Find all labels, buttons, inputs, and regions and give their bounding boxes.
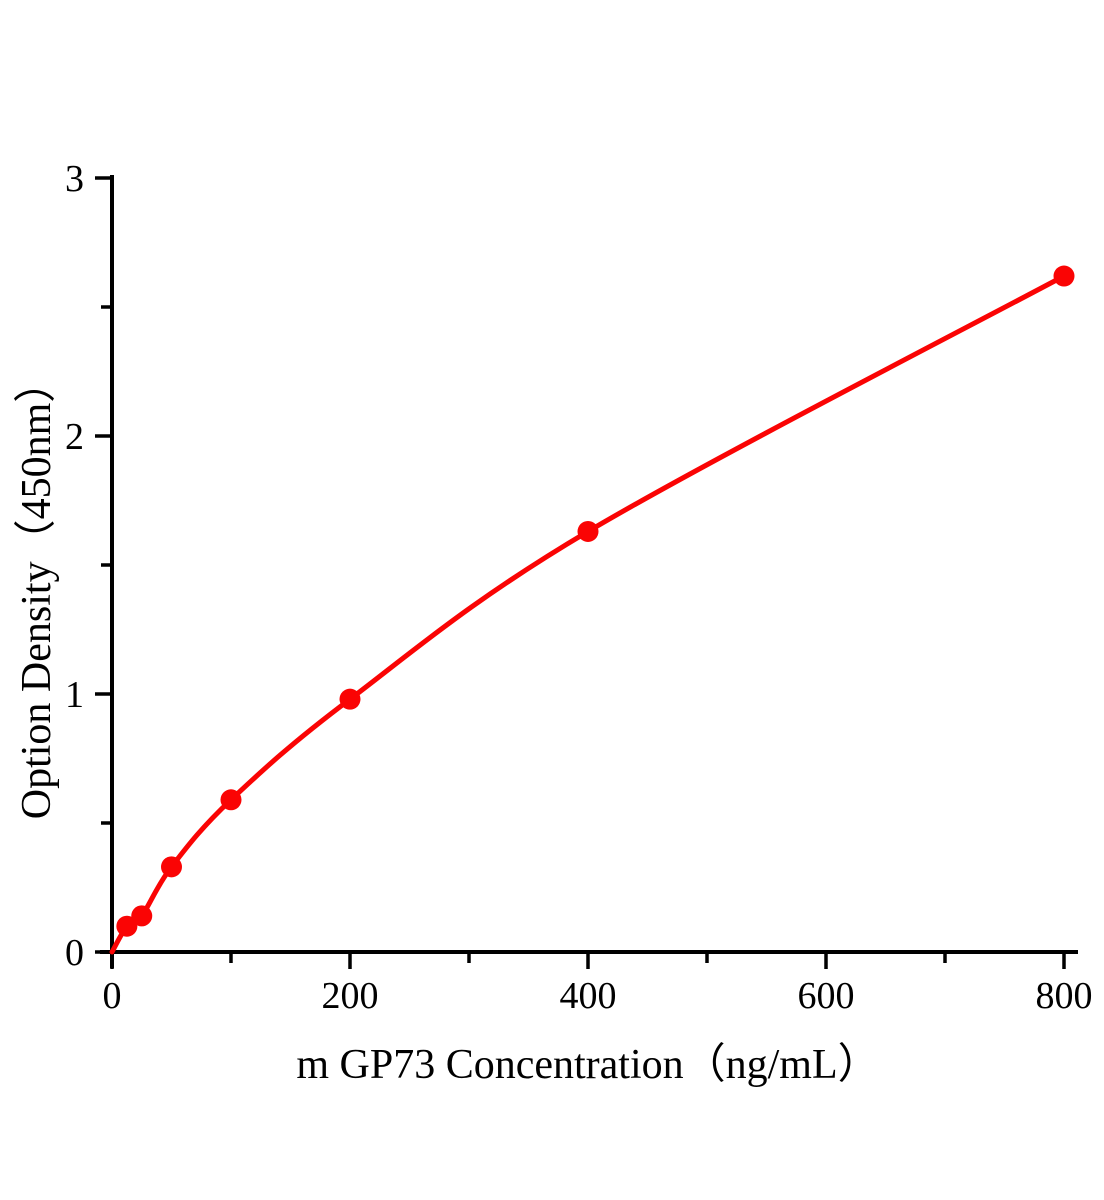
y-tick-label: 3 [65,158,84,200]
x-tick-label: 0 [103,975,122,1017]
y-tick-label: 0 [65,932,84,974]
x-tick-label: 200 [322,975,379,1017]
x-tick-label: 600 [798,975,855,1017]
x-axis-title: m GP73 Concentration（ng/mL） [296,1042,879,1088]
x-tick-label: 800 [1036,975,1093,1017]
data-point [116,915,138,937]
y-tick-label: 1 [65,674,84,716]
standard-curve-line [109,273,1067,955]
data-point [161,856,182,878]
y-axis-title: Option Density（450nm） [14,361,60,820]
data-point [339,688,361,710]
x-tick-label: 400 [560,975,617,1017]
data-point [220,789,242,811]
data-point [1053,265,1075,287]
data-point [577,520,599,542]
y-tick-label: 2 [65,416,84,458]
data-point [131,905,153,927]
